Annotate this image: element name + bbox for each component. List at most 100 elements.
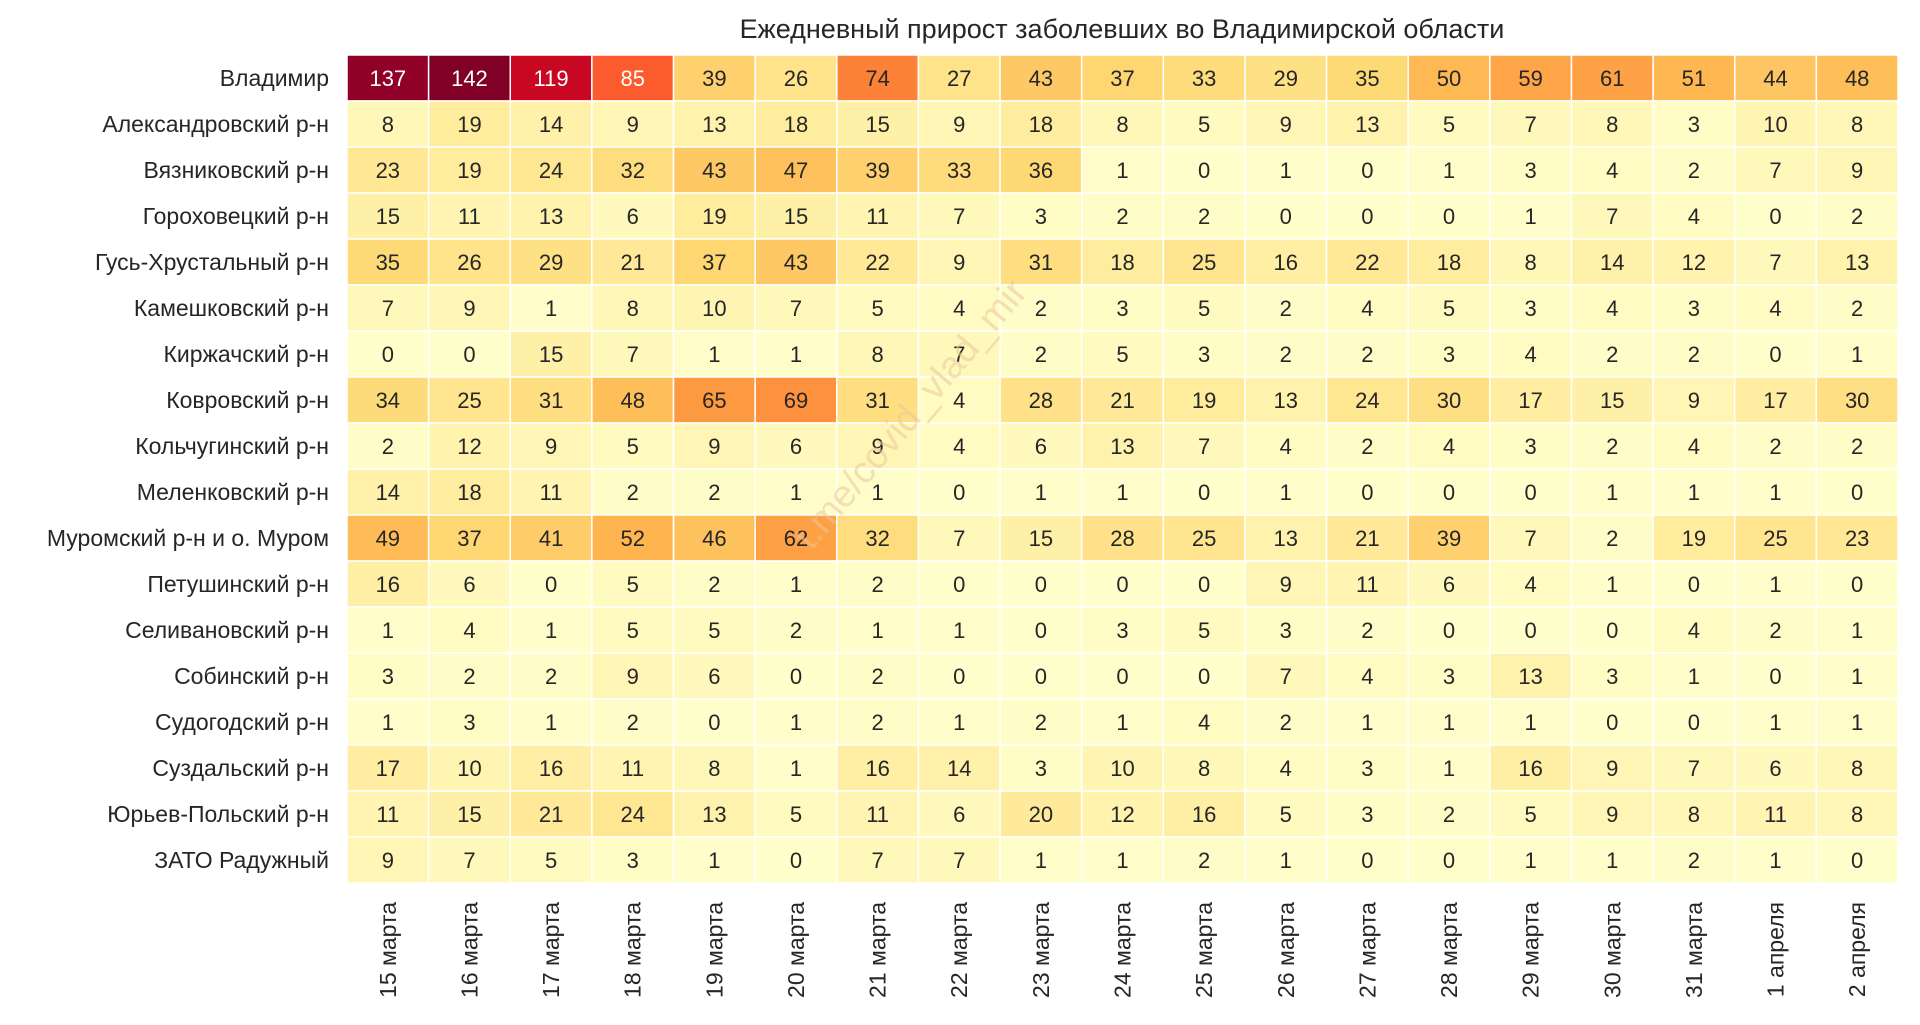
cell-value-label: 0 <box>1688 572 1700 597</box>
cell-value-label: 29 <box>1274 66 1298 91</box>
row-label: Суздальский р-н <box>152 755 329 781</box>
cell-value-label: 51 <box>1682 66 1706 91</box>
heatmap-cell <box>1733 376 1818 424</box>
column-label: 16 марта <box>456 902 482 998</box>
cell-value-label: 19 <box>702 204 726 229</box>
heatmap-cell <box>1733 514 1818 562</box>
cell-value-label: 2 <box>708 572 720 597</box>
heatmap-cell <box>1244 100 1328 148</box>
heatmap-cell <box>1570 652 1654 700</box>
heatmap-cell <box>1652 100 1736 148</box>
cell-value-label: 3 <box>627 848 639 873</box>
cell-value-label: 6 <box>790 434 802 459</box>
cell-value-label: 35 <box>376 250 400 275</box>
row-label: Александровский р-н <box>102 111 329 137</box>
heatmap-cell <box>346 100 430 148</box>
cell-value-label: 0 <box>1198 480 1210 505</box>
cell-value-label: 7 <box>463 848 475 873</box>
heatmap-cell <box>836 376 920 424</box>
row-label: Кольчугинский р-н <box>135 433 329 459</box>
heatmap-cell <box>346 744 430 792</box>
heatmap-cell <box>1733 606 1818 654</box>
heatmap-cell <box>346 560 430 608</box>
heatmap-cell <box>1570 146 1654 194</box>
heatmap-cell <box>999 468 1083 516</box>
cell-value-label: 8 <box>1688 802 1700 827</box>
cell-value-label: 1 <box>1116 710 1128 735</box>
cell-value-label: 39 <box>702 66 726 91</box>
cell-value-label: 2 <box>708 480 720 505</box>
heatmap-cell <box>1489 422 1573 470</box>
cell-value-label: 3 <box>1361 756 1373 781</box>
cell-value-label: 8 <box>1851 112 1863 137</box>
heatmap-cell <box>427 330 512 378</box>
heatmap-cell <box>1570 744 1654 792</box>
heatmap-cell <box>427 54 512 102</box>
row-label: Камешковский р-н <box>134 295 329 321</box>
cell-value-label: 7 <box>1688 756 1700 781</box>
cell-value-label: 9 <box>545 434 557 459</box>
cell-value-label: 2 <box>627 480 639 505</box>
heatmap-cell <box>754 330 838 378</box>
cell-value-label: 85 <box>620 66 644 91</box>
cell-value-label: 2 <box>1851 434 1863 459</box>
cell-value-label: 9 <box>1688 388 1700 413</box>
cell-value-label: 13 <box>1355 112 1379 137</box>
cell-value-label: 2 <box>1280 342 1292 367</box>
cell-value-label: 24 <box>539 158 563 183</box>
cell-value-label: 14 <box>1600 250 1624 275</box>
cell-value-label: 74 <box>865 66 889 91</box>
heatmap-cell <box>346 330 430 378</box>
cell-value-label: 17 <box>376 756 400 781</box>
heatmap-cell <box>509 514 593 562</box>
heatmap-cell <box>1489 238 1573 286</box>
heatmap-cell <box>1407 744 1491 792</box>
heatmap-cell <box>1162 744 1246 792</box>
cell-value-label: 2 <box>1688 158 1700 183</box>
cell-value-label: 1 <box>790 710 802 735</box>
cell-value-label: 1 <box>545 296 557 321</box>
cell-value-label: 39 <box>865 158 889 183</box>
cell-value-label: 2 <box>1280 296 1292 321</box>
cell-value-label: 23 <box>376 158 400 183</box>
heatmap-cell <box>672 238 756 286</box>
column-label: 1 апреля <box>1763 902 1789 997</box>
cell-value-label: 18 <box>1437 250 1461 275</box>
heatmap-cell <box>836 790 920 838</box>
row-label: Юрьев-Польский р-н <box>107 801 329 827</box>
cell-value-label: 26 <box>457 250 481 275</box>
heatmap-cell <box>836 192 920 240</box>
heatmap-cell <box>672 514 756 562</box>
heatmap-cell <box>1489 836 1573 884</box>
cell-value-label: 28 <box>1029 388 1053 413</box>
cell-value-label: 8 <box>1606 112 1618 137</box>
cell-value-label: 43 <box>784 250 808 275</box>
heatmap-cell <box>836 330 920 378</box>
cell-value-label: 4 <box>1443 434 1455 459</box>
cell-value-label: 0 <box>790 664 802 689</box>
heatmap-cell <box>1652 376 1736 424</box>
heatmap-cell <box>1244 422 1328 470</box>
heatmap-cell <box>754 238 838 286</box>
cell-value-label: 13 <box>1110 434 1134 459</box>
heatmap-cell <box>1733 652 1818 700</box>
heatmap-cell <box>1407 790 1491 838</box>
cell-value-label: 4 <box>1606 158 1618 183</box>
heatmap-cell <box>1244 238 1328 286</box>
heatmap-cell <box>1652 514 1736 562</box>
heatmap-cell <box>1162 514 1246 562</box>
cell-value-label: 9 <box>708 434 720 459</box>
cell-value-label: 3 <box>1035 756 1047 781</box>
cell-value-label: 19 <box>457 112 481 137</box>
heatmap-cell <box>509 238 593 286</box>
heatmap-cell <box>1162 376 1246 424</box>
heatmap-cell <box>999 376 1083 424</box>
cell-value-label: 3 <box>1116 296 1128 321</box>
cell-value-label: 8 <box>1116 112 1128 137</box>
heatmap-cell <box>1733 836 1818 884</box>
cell-value-label: 3 <box>1525 158 1537 183</box>
cell-value-label: 9 <box>1851 158 1863 183</box>
cell-value-label: 1 <box>1769 572 1781 597</box>
cell-value-label: 11 <box>621 756 644 781</box>
cell-value-label: 2 <box>1606 526 1618 551</box>
